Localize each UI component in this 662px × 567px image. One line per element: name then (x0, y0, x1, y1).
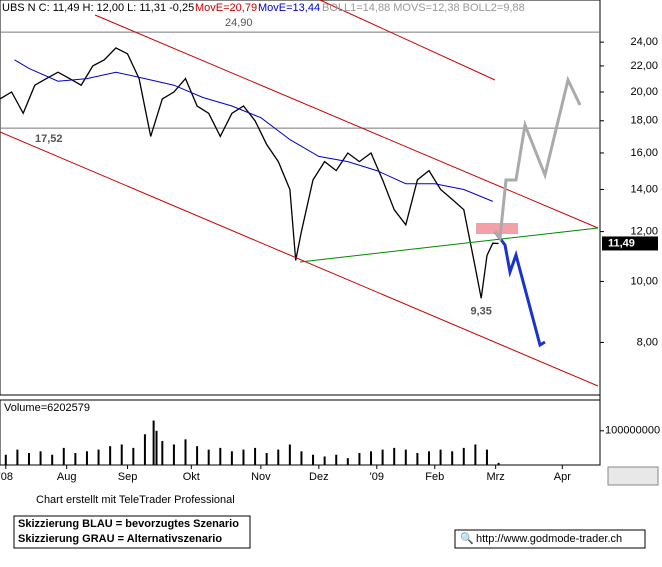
volume-bar (485, 449, 488, 465)
volume-bar (462, 447, 465, 465)
x-tick-label: Okt (183, 471, 200, 483)
low-label: 9,35 (470, 306, 491, 318)
volume-bar (62, 447, 65, 465)
x-tick-label: Sep (118, 471, 138, 483)
x-tick-label: '09 (370, 471, 384, 483)
volume-bar (427, 451, 430, 465)
x-tick-label: Apr (554, 471, 571, 483)
level-label: 24,90 (225, 17, 253, 29)
channel-bottom (0, 131, 599, 387)
volume-bar (85, 451, 88, 465)
x-tick-label: Mrz (486, 471, 504, 483)
moving-average (14, 59, 493, 202)
volume-bar (300, 451, 303, 465)
volume-bar (196, 446, 199, 465)
x-tick-label: Feb (425, 471, 444, 483)
volume-bar (230, 451, 233, 465)
volume-bar (155, 430, 158, 465)
volume-bar (416, 453, 419, 465)
credit: Chart erstellt mit TeleTrader Profession… (36, 494, 235, 506)
volume-tick-label: 100000000 (605, 425, 660, 437)
channel-upper (319, 0, 496, 81)
x-tick-label: Dez (309, 471, 329, 483)
volume-bar (439, 449, 442, 465)
header-boll: BOLL1=14,88 MOVS=12,38 BOLL2=9,88 (322, 2, 525, 14)
last-price-box (602, 236, 658, 251)
header-ma-blue: MovE=13,44 (258, 2, 320, 14)
x-tick-label: Nov (251, 471, 271, 483)
volume-bar (312, 454, 315, 465)
volume-bar (132, 447, 135, 465)
price-line (0, 47, 499, 299)
price-frame (0, 0, 601, 396)
header-quote: UBS N C: 11,49 H: 12,00 L: 11,31 -0,25 (2, 2, 194, 14)
plot: 8,00 10,00 12,00 14,00 16,00 18,00 20,00 22,00 2… (0, 17, 660, 483)
volume-frame (0, 399, 601, 466)
volume-bar (4, 454, 7, 465)
x-tick-label: Aug (57, 471, 77, 483)
y-tick-label: 14,00 (630, 183, 658, 195)
volume-bar (219, 447, 222, 465)
volume-bar (184, 439, 187, 465)
volume-title: Volume=6202579 (4, 402, 90, 414)
support-line (299, 227, 599, 263)
x-tick-label: '08 (0, 471, 13, 483)
volume-bar (51, 454, 54, 465)
volume-bar (39, 451, 42, 465)
blue-scenario (493, 231, 546, 348)
y-tick-label: 24,00 (630, 36, 658, 48)
volume-bar (393, 447, 396, 465)
level-label: 17,52 (35, 133, 63, 145)
legend-box (13, 515, 251, 549)
volume-bar (404, 449, 407, 465)
url-icon: 🔍 (460, 531, 474, 545)
volume-bar (74, 453, 77, 465)
volume-bar (335, 454, 338, 465)
volume-bar (120, 444, 123, 465)
header-ma-red: MovE=20,79 (195, 2, 257, 14)
y-tick-label: 16,00 (630, 147, 658, 159)
volume-bar (16, 449, 19, 465)
last-price-label: 11,49 (608, 237, 635, 249)
resistance-zone (476, 223, 518, 234)
volume-bar (381, 449, 384, 465)
volume-bar (358, 453, 361, 465)
volume-bar (109, 446, 112, 465)
volume-bar (346, 458, 349, 465)
volume-bar (242, 449, 245, 465)
volume-bar (370, 451, 373, 465)
volume-bar (323, 456, 326, 465)
volume-bar (497, 462, 500, 465)
y-tick-label: 22,00 (630, 60, 658, 72)
volume-bar (207, 449, 210, 465)
volume-bar (161, 441, 164, 465)
legend-gray: Skizzierung GRAU = Alternativszenario (18, 533, 222, 545)
volume-bar (254, 447, 257, 465)
y-tick-label: 12,00 (630, 225, 658, 237)
volume-bar (152, 420, 155, 465)
url[interactable]: http://www.godmode-trader.ch (476, 533, 622, 545)
y-tick-label: 18,00 (630, 115, 658, 127)
tool-icon[interactable] (607, 466, 659, 486)
volume-bar (97, 449, 100, 465)
gray-scenario (493, 75, 582, 242)
volume-bar (451, 451, 454, 465)
volume-bar (288, 444, 291, 465)
volume-bar (172, 444, 175, 465)
volume-bar (265, 453, 268, 465)
url-box[interactable] (454, 529, 646, 549)
volume-bar (143, 434, 146, 465)
channel-top (94, 14, 599, 229)
legend-blue: Skizzierung BLAU = bevorzugtes Szenario (18, 518, 239, 530)
volume-bar (474, 444, 477, 465)
y-tick-label: 20,00 (630, 86, 658, 98)
y-tick-label: 10,00 (630, 275, 658, 287)
volume-bar (27, 453, 30, 465)
volume-bar (277, 449, 280, 465)
y-tick-label: 8,00 (637, 336, 658, 348)
